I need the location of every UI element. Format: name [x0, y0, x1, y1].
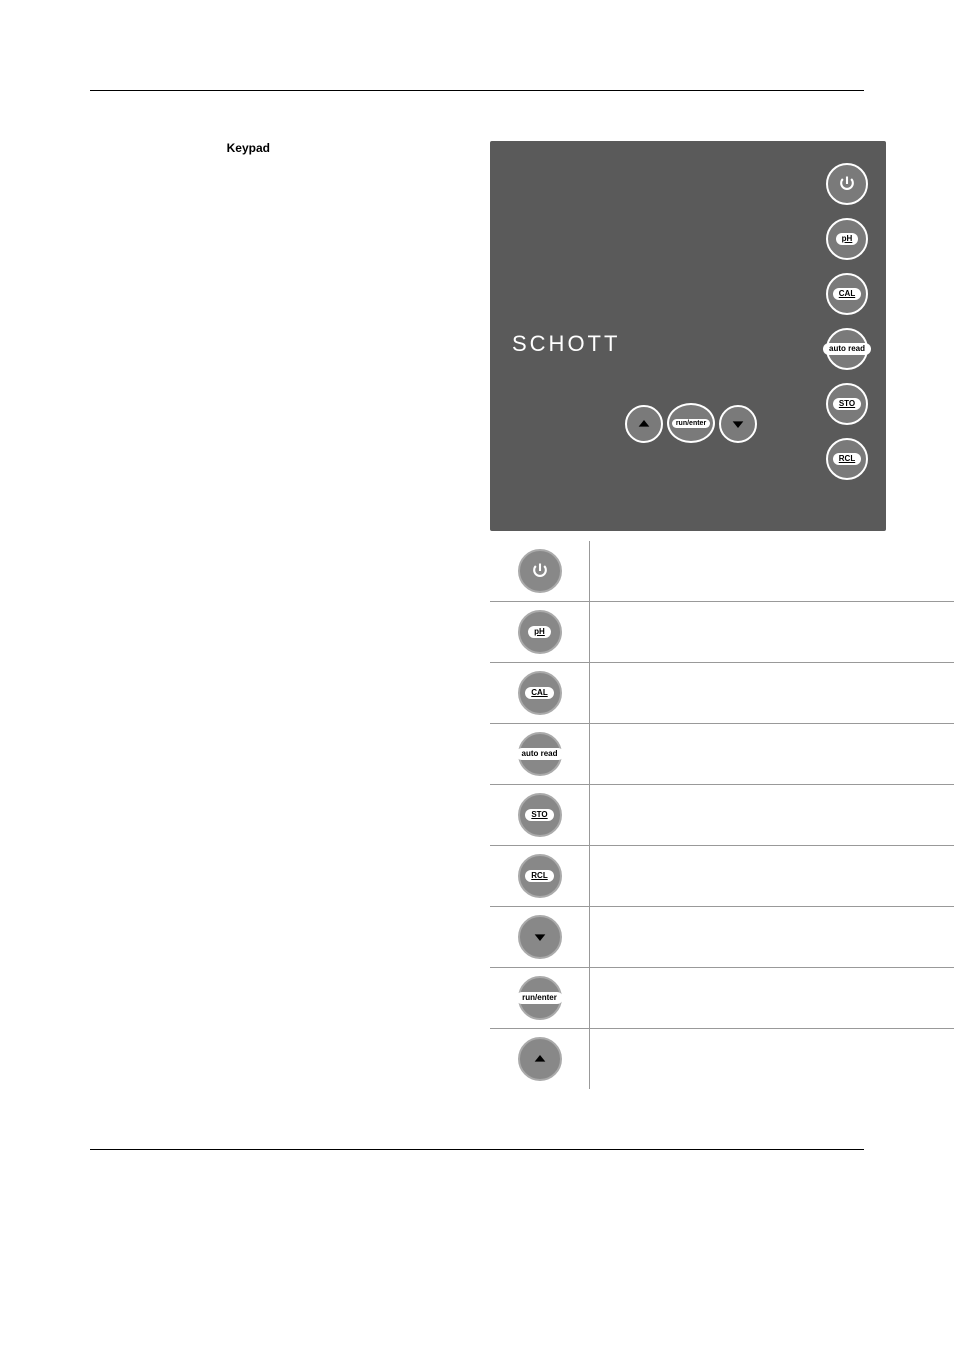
- power-icon: [530, 561, 550, 581]
- right-column: SCHOTT pH CAL: [270, 141, 954, 1089]
- cal-button[interactable]: CAL: [826, 273, 868, 315]
- sto-button[interactable]: STO: [518, 793, 562, 837]
- autoread-button[interactable]: auto read: [518, 732, 562, 776]
- autoread-label: auto read: [823, 343, 871, 355]
- up-arrow-button[interactable]: [625, 405, 663, 443]
- table-row: pH: [490, 602, 954, 663]
- down-arrow-button[interactable]: [719, 405, 757, 443]
- cal-button-label: CAL: [525, 687, 553, 700]
- power-icon[interactable]: [518, 549, 562, 593]
- button-reference-table: pH CAL auto read STO RCL run/enter: [490, 541, 954, 1089]
- runenter-button[interactable]: run/enter: [667, 403, 715, 443]
- down-arrow-button[interactable]: [518, 915, 562, 959]
- cal-button[interactable]: CAL: [518, 671, 562, 715]
- rcl-button[interactable]: RCL: [518, 854, 562, 898]
- section-heading: Keypad: [90, 141, 270, 155]
- down-arrow-icon: [532, 929, 548, 945]
- cal-label: CAL: [833, 288, 861, 300]
- table-row: STO: [490, 785, 954, 846]
- table-icon-cell: [490, 541, 590, 601]
- ph-button-label: pH: [528, 626, 551, 639]
- sto-label: STO: [833, 398, 861, 410]
- sto-button-label: STO: [525, 809, 553, 822]
- table-icon-cell: STO: [490, 785, 590, 845]
- rcl-button[interactable]: RCL: [826, 438, 868, 480]
- rcl-button-label: RCL: [525, 870, 553, 883]
- table-icon-cell: [490, 1029, 590, 1089]
- table-icon-cell: run/enter: [490, 968, 590, 1028]
- table-row: run/enter: [490, 968, 954, 1029]
- power-button[interactable]: [826, 163, 868, 205]
- bottom-button-row: run/enter: [625, 389, 757, 443]
- table-row: [490, 1029, 954, 1089]
- content-layout: Keypad SCHOTT pH: [90, 141, 864, 1089]
- runenter-button-label: run/enter: [516, 992, 563, 1005]
- autoread-button[interactable]: auto read: [826, 328, 868, 370]
- power-icon: [837, 174, 857, 194]
- table-row: auto read: [490, 724, 954, 785]
- table-row: RCL: [490, 846, 954, 907]
- sto-button[interactable]: STO: [826, 383, 868, 425]
- bottom-rule: [90, 1149, 864, 1150]
- table-icon-cell: pH: [490, 602, 590, 662]
- ph-button[interactable]: pH: [826, 218, 868, 260]
- down-arrow-icon: [730, 416, 746, 432]
- autoread-button-label: auto read: [516, 748, 564, 761]
- device-panel: SCHOTT pH CAL: [490, 141, 886, 531]
- up-arrow-button[interactable]: [518, 1037, 562, 1081]
- up-arrow-icon: [636, 416, 652, 432]
- table-icon-cell: RCL: [490, 846, 590, 906]
- brand-logo: SCHOTT: [512, 331, 620, 357]
- page-container: Keypad SCHOTT pH: [0, 0, 954, 1190]
- left-column: Keypad: [90, 141, 270, 163]
- right-button-column: pH CAL auto read STO RCL: [826, 163, 868, 480]
- table-row: CAL: [490, 663, 954, 724]
- rcl-label: RCL: [833, 453, 861, 465]
- table-icon-cell: auto read: [490, 724, 590, 784]
- top-rule: [90, 90, 864, 91]
- runenter-button[interactable]: run/enter: [518, 976, 562, 1020]
- table-row: [490, 541, 954, 602]
- table-icon-cell: CAL: [490, 663, 590, 723]
- ph-label: pH: [836, 233, 859, 245]
- up-arrow-icon: [532, 1051, 548, 1067]
- ph-button[interactable]: pH: [518, 610, 562, 654]
- runenter-label: run/enter: [672, 419, 710, 428]
- table-icon-cell: [490, 907, 590, 967]
- table-row: [490, 907, 954, 968]
